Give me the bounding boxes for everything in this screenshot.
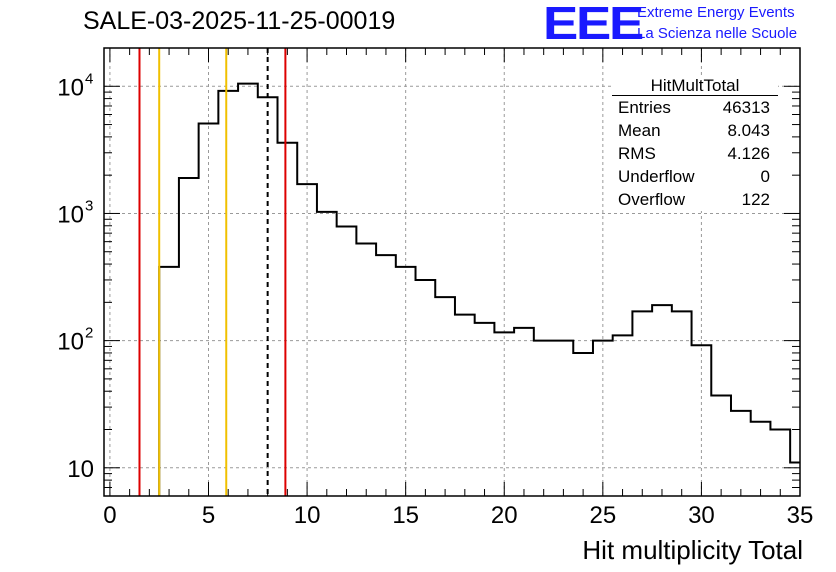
stats-label: Underflow	[618, 167, 695, 186]
histogram-bin	[179, 178, 199, 496]
stats-box: HitMultTotal Entries 46313 Mean 8.043 RM…	[612, 76, 778, 211]
histogram-bin	[278, 143, 298, 496]
histogram-bin	[218, 91, 238, 496]
stats-row-rms: RMS 4.126	[612, 142, 778, 165]
x-tick-label: 30	[688, 502, 715, 529]
logo-line-1: Extreme Energy Events	[637, 4, 795, 21]
stats-title: HitMultTotal	[612, 76, 778, 96]
histogram-bin	[672, 311, 692, 496]
histogram-bin	[455, 315, 475, 496]
stats-value: 122	[741, 190, 770, 209]
histogram-bin	[711, 396, 731, 496]
y-tick-exponent: 4	[85, 70, 93, 87]
y-tick-exponent: 2	[85, 325, 93, 342]
y-tick-label: 10	[57, 201, 84, 228]
y-tick-label: 10	[57, 329, 84, 356]
histogram-bin	[317, 212, 337, 496]
histogram-bin	[475, 323, 495, 496]
histogram-bin	[593, 341, 613, 496]
stats-label: Overflow	[618, 190, 686, 209]
histogram-bin	[554, 341, 574, 496]
eee-logo: EEE	[543, 0, 644, 49]
y-tick-exponent: 3	[85, 197, 93, 214]
stats-row-overflow: Overflow 122	[612, 188, 778, 211]
histogram-bin	[238, 84, 258, 496]
histogram-bin	[396, 267, 416, 496]
histogram-series	[158, 82, 800, 496]
x-tick-label: 0	[103, 502, 116, 529]
histogram-bin	[297, 184, 317, 496]
x-tick-label: 25	[589, 502, 616, 529]
x-tick-label: 20	[491, 502, 518, 529]
histogram-bin	[159, 267, 179, 496]
histogram-bin	[435, 297, 455, 496]
stats-value: 46313	[722, 98, 770, 117]
histogram-bin	[199, 123, 219, 496]
stats-label: Entries	[618, 98, 671, 117]
x-tick-label: 5	[202, 502, 215, 529]
histogram-bin	[692, 345, 712, 496]
stats-row-entries: Entries 46313	[612, 96, 778, 119]
stats-value: 4.126	[727, 144, 770, 163]
histogram-bin	[751, 422, 771, 496]
histogram-bin	[770, 430, 790, 496]
stats-label: Mean	[618, 121, 661, 140]
stats-row-mean: Mean 8.043	[612, 119, 778, 142]
histogram-bin	[534, 341, 554, 496]
stats-row-underflow: Underflow 0	[612, 165, 778, 188]
x-tick-label: 10	[294, 502, 321, 529]
histogram-bin	[573, 353, 593, 496]
y-tick-label: 10	[67, 456, 94, 483]
histogram-bin	[494, 332, 514, 496]
x-axis-label: Hit multiplicity Total	[582, 535, 803, 565]
histogram-bin	[376, 255, 396, 496]
histogram-bin	[632, 311, 652, 496]
histogram-bin	[356, 244, 376, 496]
x-tick-label: 35	[787, 502, 814, 529]
histogram-bin	[514, 328, 534, 496]
logo-line-2: La Scienza nelle Scuole	[637, 25, 798, 42]
plot-frame	[103, 47, 801, 497]
histogram-bin	[652, 305, 672, 496]
x-tick-label: 15	[392, 502, 419, 529]
y-tick-label: 10	[57, 74, 84, 101]
stats-label: RMS	[618, 144, 656, 163]
histogram-bin	[337, 226, 357, 496]
stats-value: 8.043	[727, 121, 770, 140]
histogram-bin	[416, 280, 436, 496]
histogram-bin	[731, 411, 751, 496]
run-title: SALE-03-2025-11-25-00019	[83, 7, 396, 35]
stats-value: 0	[760, 167, 770, 186]
histogram-bin	[613, 335, 633, 496]
